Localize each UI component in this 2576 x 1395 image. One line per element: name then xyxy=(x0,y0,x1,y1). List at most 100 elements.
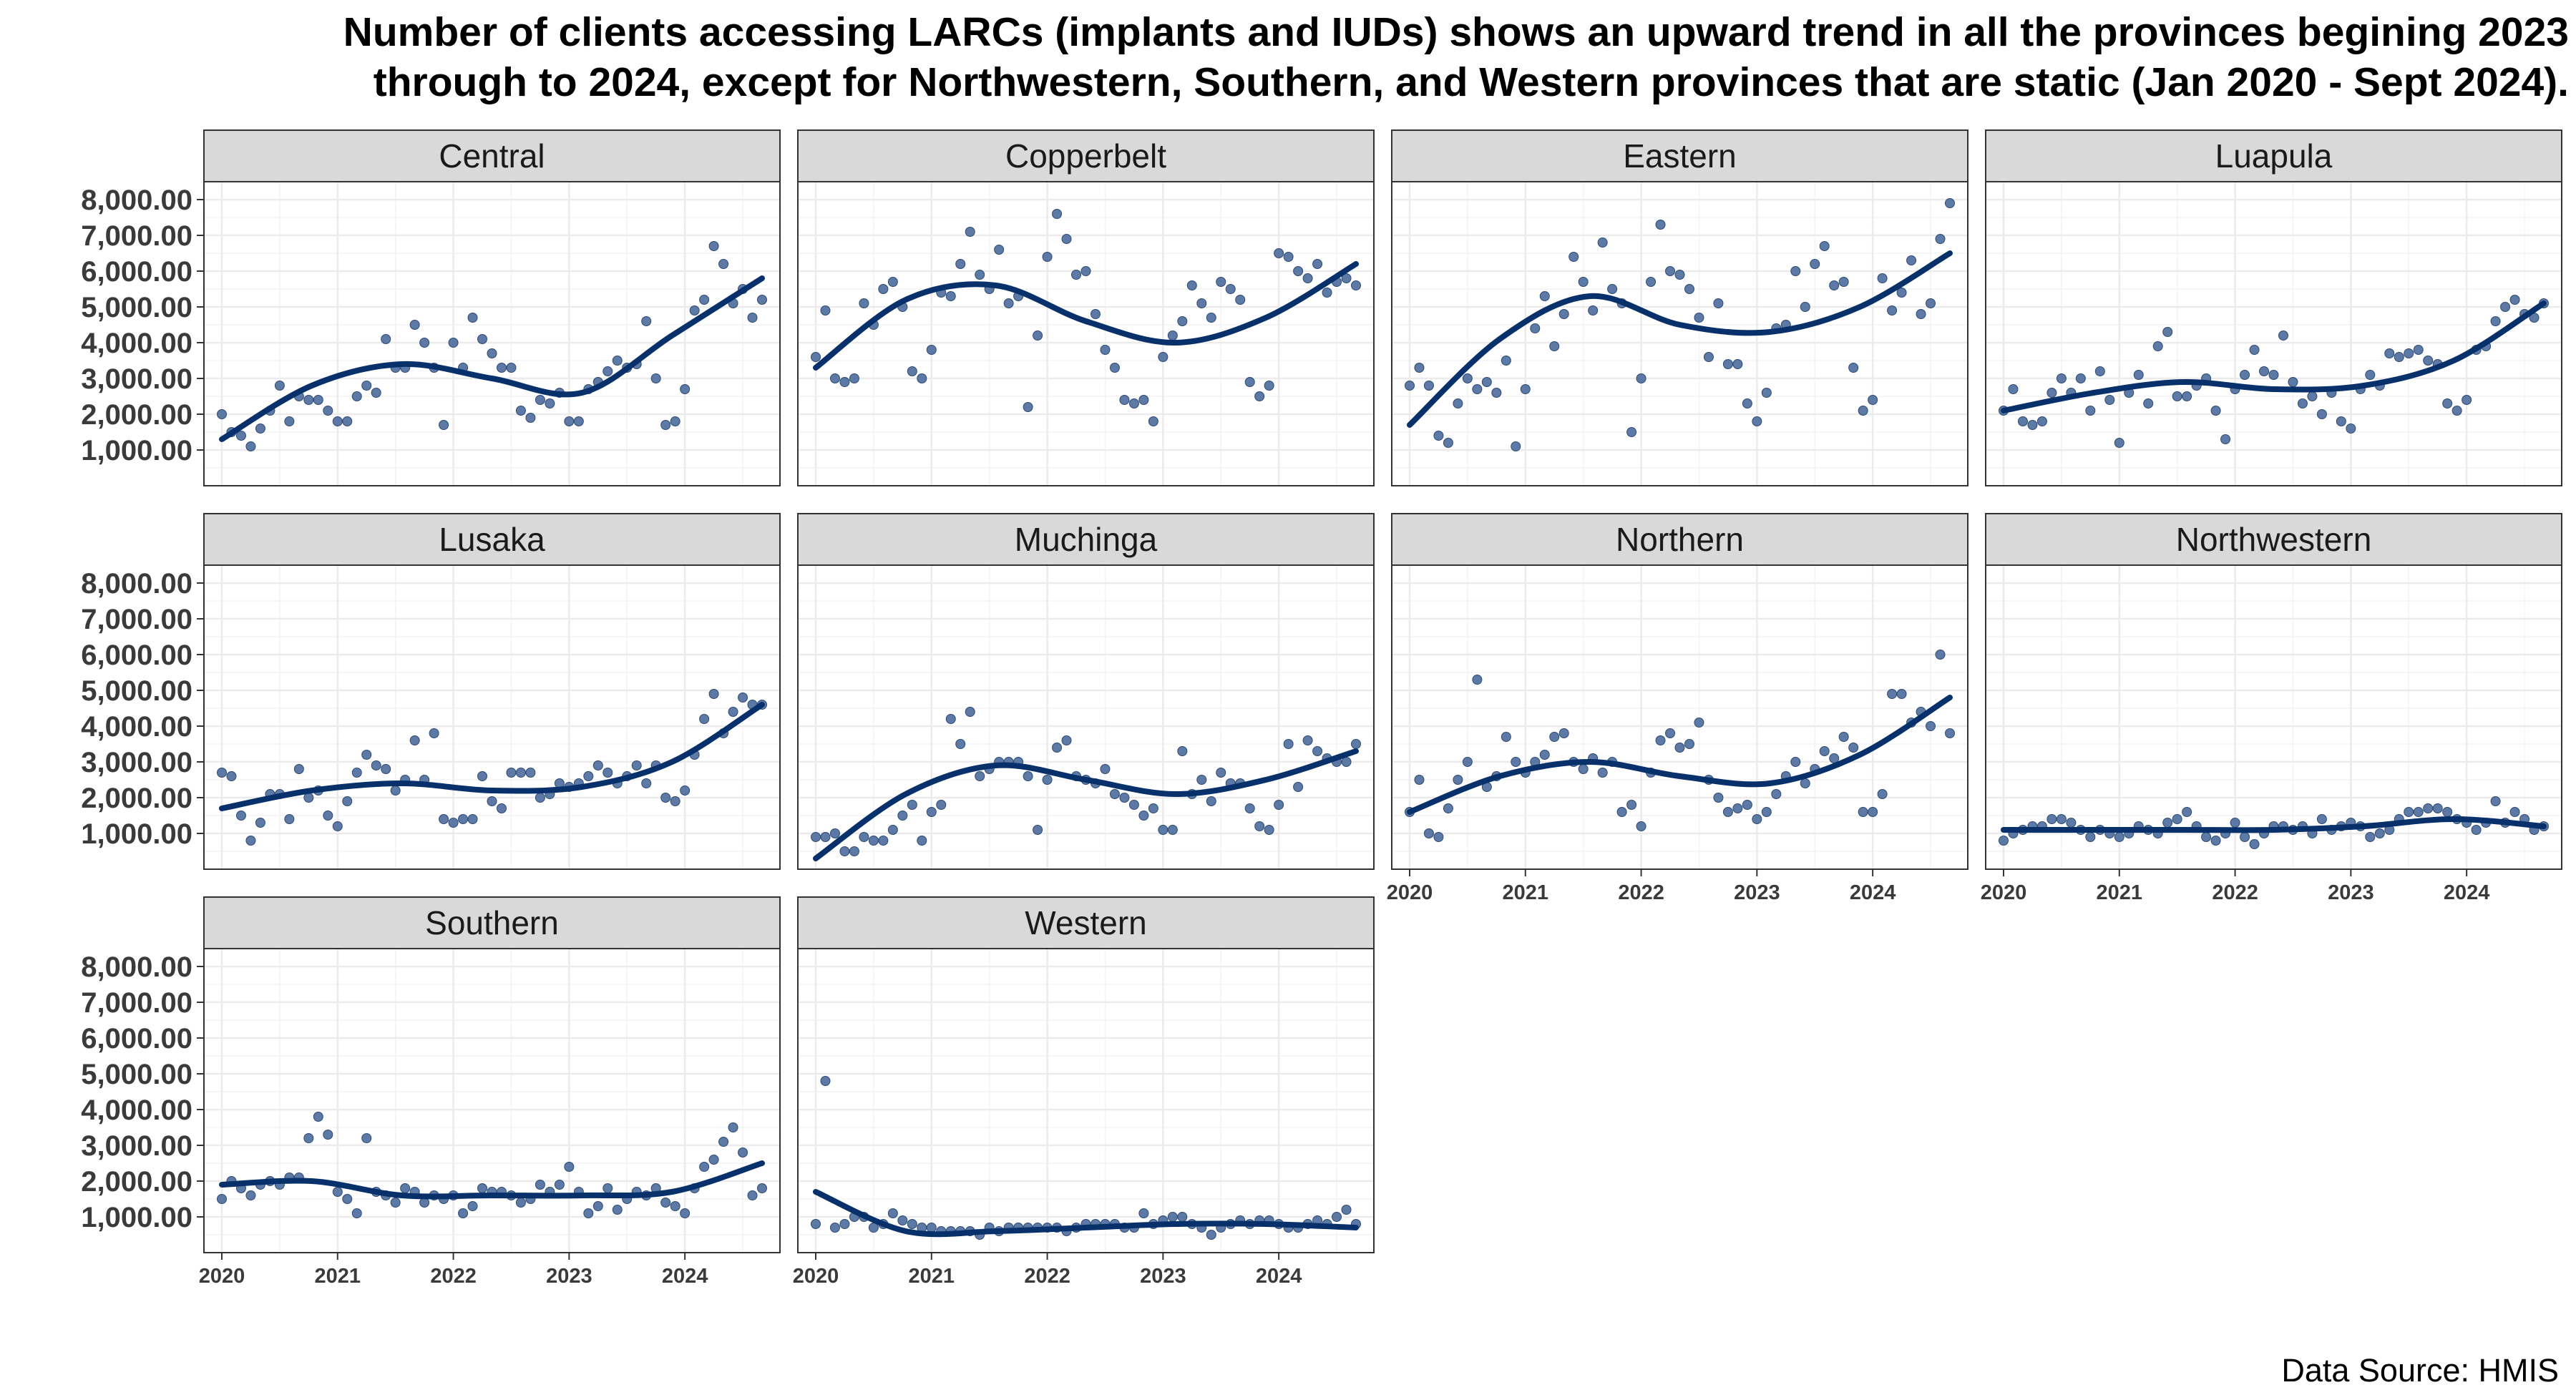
data-point-luapula xyxy=(2462,395,2472,405)
data-point-southern xyxy=(708,1155,719,1165)
data-point-central xyxy=(650,373,661,383)
data-point-eastern xyxy=(1501,356,1511,366)
x-tick-label: 2020 xyxy=(1387,881,1433,904)
data-point-muchinga xyxy=(1061,735,1072,745)
data-point-eastern xyxy=(1588,305,1599,315)
data-point-northwestern xyxy=(2490,796,2501,806)
data-point-northwestern xyxy=(2182,807,2192,817)
data-point-luapula xyxy=(2220,434,2231,444)
data-point-luapula xyxy=(2288,377,2298,387)
panel-border xyxy=(797,181,1375,486)
data-point-southern xyxy=(419,1198,430,1208)
data-point-central xyxy=(525,413,536,423)
data-point-western xyxy=(820,1076,831,1086)
data-point-lusaka xyxy=(255,818,265,828)
data-point-lusaka xyxy=(592,760,603,770)
data-point-lusaka xyxy=(602,768,613,778)
data-point-eastern xyxy=(1607,284,1618,294)
panel-border xyxy=(203,181,781,486)
data-point-luapula xyxy=(2114,438,2124,448)
panel-northern: Northern 2020 2021 2022 2023 2024 xyxy=(1387,513,1968,904)
data-point-copperbelt xyxy=(1119,395,1130,405)
data-point-copperbelt xyxy=(1023,402,1033,412)
data-point-northwestern xyxy=(2249,839,2260,849)
data-point-southern xyxy=(680,1208,691,1218)
panel-southern: Southern 1,000.00 2,000.00 3,000.00 4,000.00… xyxy=(81,896,781,1288)
data-point-northern xyxy=(1722,807,1733,817)
data-point-eastern xyxy=(1732,359,1743,369)
data-point-lusaka xyxy=(641,778,652,788)
data-point-eastern xyxy=(1539,291,1550,301)
data-point-lusaka xyxy=(515,768,526,778)
data-point-muchinga xyxy=(849,846,859,856)
data-point-northern xyxy=(1771,789,1782,799)
y-tick-label: 1,000.00 xyxy=(81,1202,192,1233)
data-point-central xyxy=(477,334,488,344)
data-point-muchinga xyxy=(1264,825,1274,835)
data-point-northern xyxy=(1558,728,1569,738)
data-point-lusaka xyxy=(293,764,304,774)
data-point-lusaka xyxy=(217,768,227,778)
data-point-lusaka xyxy=(631,760,642,770)
data-point-lusaka xyxy=(361,750,372,760)
data-point-luapula xyxy=(2104,395,2115,405)
data-point-northern xyxy=(1472,675,1483,685)
y-tick-label: 8,000.00 xyxy=(81,568,192,599)
y-tick-label: 4,000.00 xyxy=(81,328,192,359)
data-point-luapula xyxy=(2297,398,2308,408)
data-point-eastern xyxy=(1578,277,1589,287)
data-point-luapula xyxy=(2365,370,2376,380)
data-point-central xyxy=(303,395,314,405)
data-point-copperbelt xyxy=(811,352,821,362)
data-point-eastern xyxy=(1453,398,1463,408)
data-point-copperbelt xyxy=(859,298,869,308)
data-point-eastern xyxy=(1481,377,1492,387)
data-point-lusaka xyxy=(487,796,497,806)
y-tick-label: 5,000.00 xyxy=(81,1059,192,1090)
data-point-northern xyxy=(1626,800,1637,810)
x-tick-label: 2024 xyxy=(1850,881,1896,904)
data-point-copperbelt xyxy=(1100,345,1111,355)
data-point-southern xyxy=(747,1190,758,1200)
data-point-eastern xyxy=(1665,266,1676,276)
data-point-northern xyxy=(1578,764,1589,774)
data-point-lusaka xyxy=(332,821,343,831)
data-point-northwestern xyxy=(2114,832,2124,842)
data-point-eastern xyxy=(1868,395,1878,405)
data-point-lusaka xyxy=(284,814,295,824)
data-point-lusaka xyxy=(738,692,748,703)
data-point-eastern xyxy=(1462,373,1473,383)
data-point-luapula xyxy=(2500,302,2511,312)
data-point-central xyxy=(409,320,420,330)
data-point-lusaka xyxy=(525,768,536,778)
x-tick-label: 2023 xyxy=(2328,881,2374,904)
y-tick-label: 7,000.00 xyxy=(81,987,192,1019)
data-point-central xyxy=(351,391,362,401)
data-point-luapula xyxy=(2404,348,2414,358)
panel-luapula: Luapula xyxy=(1985,129,2562,486)
data-point-copperbelt xyxy=(965,227,975,237)
data-point-central xyxy=(757,295,767,305)
data-point-northern xyxy=(1800,778,1810,788)
data-point-central xyxy=(699,295,710,305)
data-point-northwestern xyxy=(2471,825,2482,835)
data-point-central xyxy=(332,416,343,426)
data-point-lusaka xyxy=(390,785,401,796)
data-point-luapula xyxy=(2413,345,2424,355)
data-point-copperbelt xyxy=(1177,316,1188,326)
data-point-northwestern xyxy=(2442,807,2453,817)
data-point-copperbelt xyxy=(1158,352,1169,362)
data-point-muchinga xyxy=(829,828,840,838)
data-point-western xyxy=(811,1219,821,1229)
data-point-luapula xyxy=(2278,331,2288,341)
data-point-northern xyxy=(1443,803,1453,813)
data-point-copperbelt xyxy=(1322,288,1332,298)
y-tick-label: 3,000.00 xyxy=(81,747,192,778)
data-point-eastern xyxy=(1752,416,1762,426)
data-point-lusaka xyxy=(680,785,691,796)
data-point-luapula xyxy=(2017,416,2028,426)
panel-border xyxy=(1985,181,2562,486)
data-point-southern xyxy=(535,1180,545,1190)
data-point-northwestern xyxy=(2413,807,2424,817)
data-point-northwestern xyxy=(2201,832,2212,842)
